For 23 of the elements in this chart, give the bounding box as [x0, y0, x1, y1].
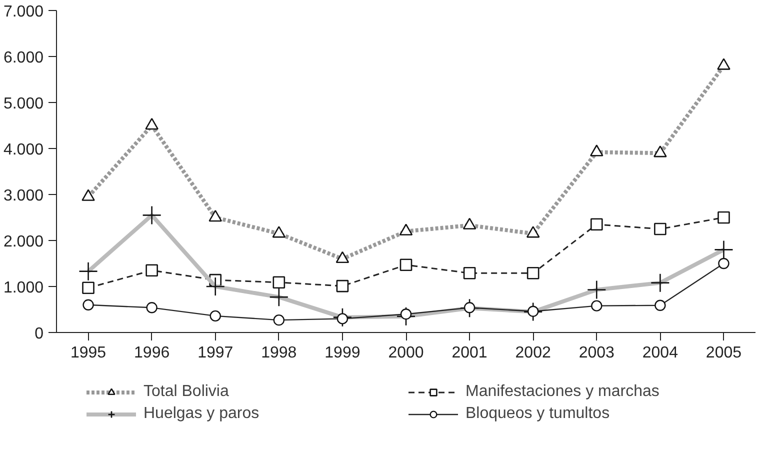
- y-tick-label: 2.000: [3, 234, 44, 250]
- x-tick-label: 2005: [706, 344, 742, 362]
- y-tick-label: 6.000: [3, 50, 44, 66]
- legend-label: Huelgas y paros: [144, 404, 260, 422]
- x-tick-label: 2002: [515, 344, 551, 362]
- x-tick-label: 1995: [70, 344, 106, 362]
- y-tick-label: 5.000: [3, 96, 44, 112]
- y-tick-label: 3.000: [3, 188, 44, 204]
- x-tick-label: 2003: [578, 344, 615, 362]
- legend-label: Bloqueos y tumultos: [466, 404, 611, 422]
- y-tick-label: 4.000: [3, 142, 44, 158]
- x-tick-label: 2000: [388, 344, 424, 362]
- x-tick-label: 1996: [134, 344, 170, 362]
- x-tick-label: 2001: [452, 344, 488, 362]
- legend-label: Total Bolivia: [144, 382, 230, 400]
- x-tick-label: 1997: [198, 344, 234, 362]
- x-tick-label: 2004: [642, 344, 678, 362]
- y-tick-label: 1.000: [3, 280, 44, 296]
- y-tick-label: 7.000: [3, 4, 44, 20]
- x-tick-label: 1999: [324, 344, 360, 362]
- y-tick-label: 0: [34, 326, 44, 342]
- legend-label: Manifestaciones y marchas: [466, 382, 660, 400]
- x-tick-label: 1998: [261, 344, 297, 362]
